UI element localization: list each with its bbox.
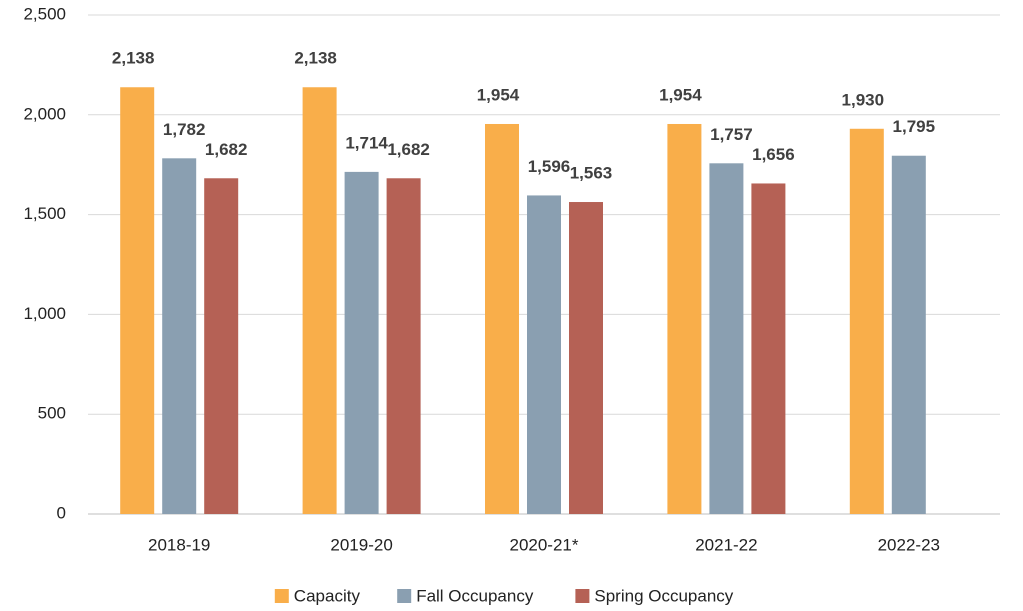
data-label: 2,138 xyxy=(294,49,337,68)
bar xyxy=(204,178,239,514)
legend-swatch xyxy=(575,589,590,603)
data-label: 1,757 xyxy=(710,125,753,144)
data-label: 1,682 xyxy=(205,140,248,159)
bar xyxy=(302,87,337,515)
y-tick-label: 500 xyxy=(38,404,66,423)
y-tick-label: 0 xyxy=(57,503,66,522)
bar xyxy=(344,171,379,514)
bar xyxy=(849,128,884,514)
bar xyxy=(891,155,926,514)
bar xyxy=(569,202,603,514)
data-label: 1,930 xyxy=(842,90,885,109)
data-label: 1,954 xyxy=(477,85,520,104)
legend-label: Capacity xyxy=(294,586,361,605)
x-tick-label: 2019-20 xyxy=(330,535,392,554)
data-label: 1,954 xyxy=(659,85,702,104)
data-label: 1,795 xyxy=(893,117,936,136)
y-tick-label: 2,000 xyxy=(23,104,66,123)
data-label: 1,714 xyxy=(345,133,388,152)
x-tick-label: 2018-19 xyxy=(148,535,210,554)
x-tick-label: 2020-21* xyxy=(509,535,578,554)
y-tick-label: 2,500 xyxy=(23,4,66,23)
bar xyxy=(120,87,155,515)
bar xyxy=(751,183,786,514)
data-label: 2,138 xyxy=(112,49,155,68)
data-label: 1,596 xyxy=(528,157,571,176)
data-label: 1,782 xyxy=(163,120,206,139)
legend-swatch xyxy=(397,589,412,603)
x-tick-label: 2022-23 xyxy=(878,535,940,554)
bar xyxy=(386,178,421,514)
legend-label: Fall Occupancy xyxy=(416,586,534,605)
x-tick-label: 2021-22 xyxy=(695,535,757,554)
bar xyxy=(485,123,519,514)
legend-swatch xyxy=(274,589,289,603)
legend-label: Spring Occupancy xyxy=(594,586,733,605)
data-label: 1,682 xyxy=(387,140,430,159)
data-label: 1,563 xyxy=(570,164,613,183)
bar xyxy=(527,195,561,514)
bar xyxy=(162,158,197,514)
y-tick-label: 1,500 xyxy=(23,204,66,223)
bar xyxy=(709,163,744,514)
y-tick-label: 1,000 xyxy=(23,304,66,323)
data-label: 1,656 xyxy=(752,145,795,164)
bar xyxy=(667,123,702,514)
